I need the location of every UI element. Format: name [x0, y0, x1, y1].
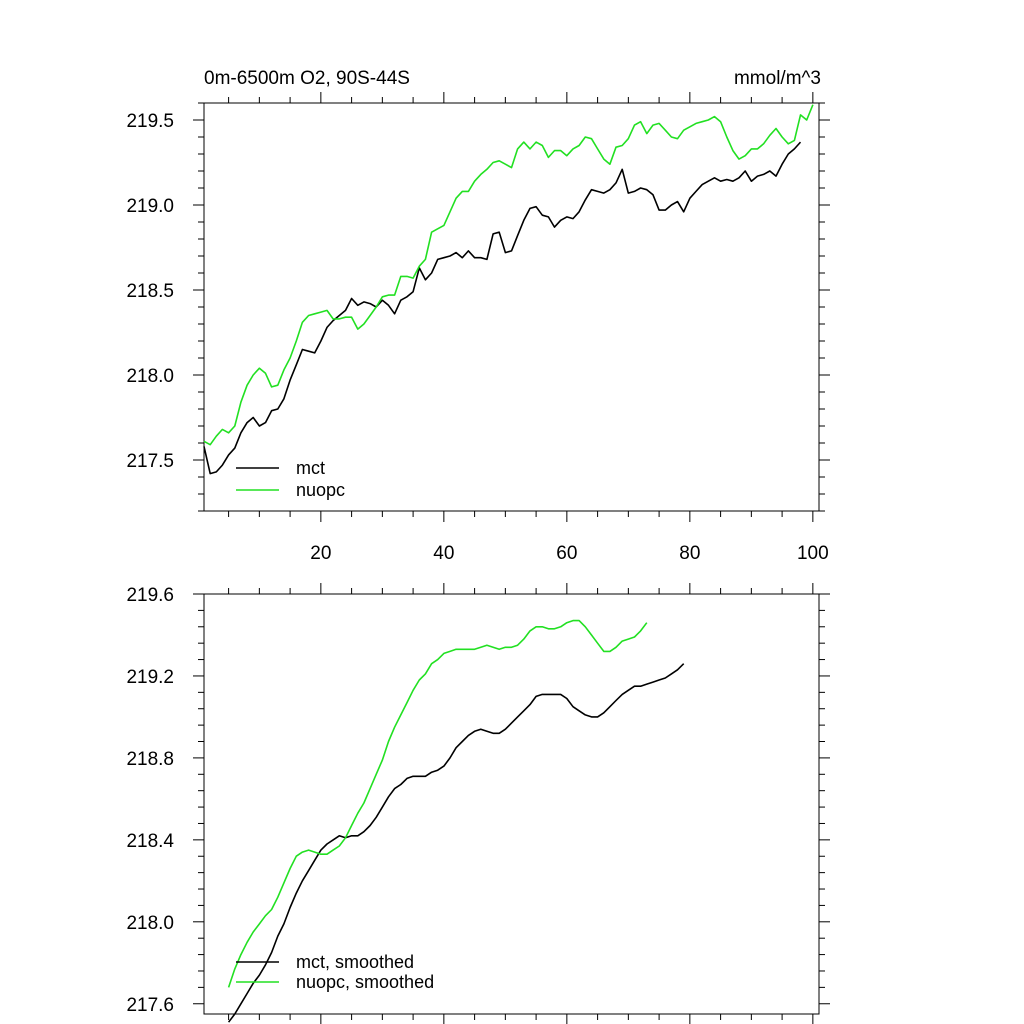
plot-frame: [203, 593, 820, 1015]
x-tick-label: 20: [310, 543, 331, 564]
x-tick-label: 40: [433, 543, 454, 564]
legend-label: mct: [296, 458, 325, 478]
x-tick-label: 60: [556, 543, 577, 564]
y-tick-label: 218.0: [126, 913, 174, 934]
y-tick-label: 218.4: [126, 831, 174, 852]
y-tick-label: 217.5: [126, 451, 174, 472]
series-line-mct-smoothed: [227, 663, 685, 1023]
y-tick-label: 217.6: [126, 995, 174, 1016]
series-line-mct: [203, 141, 802, 475]
y-tick-label: 218.8: [126, 749, 174, 770]
series-line-nuopc: [203, 104, 814, 446]
y-tick-label: 219.2: [126, 667, 174, 688]
plot-frame: [203, 102, 820, 512]
legend-label: mct, smoothed: [296, 952, 414, 972]
x-tick-label: 80: [679, 543, 700, 564]
bottom-panel: 217.6 218.0 218.4 218.8 219.2 219.6 mct, smoot…: [126, 583, 830, 1024]
top-panel: 20 40 60 80 100 217.5 218.0 218.5 219.0 219.5 0m-6…: [126, 68, 830, 564]
chart-title: 0m-6500m O2, 90S-44S: [204, 68, 410, 89]
legend-label: nuopc, smoothed: [296, 972, 434, 992]
y-tick-label: 219.0: [126, 196, 174, 217]
y-tick-label: 219.5: [126, 111, 174, 132]
units-label: mmol/m^3: [734, 68, 821, 89]
y-tick-label: 218.5: [126, 281, 174, 302]
y-tick-label: 219.6: [126, 585, 174, 606]
series-line-nuopc-smoothed: [227, 619, 648, 988]
y-tick-label: 218.0: [126, 366, 174, 387]
x-tick-label: 100: [797, 543, 829, 564]
legend-label: nuopc: [296, 480, 345, 500]
